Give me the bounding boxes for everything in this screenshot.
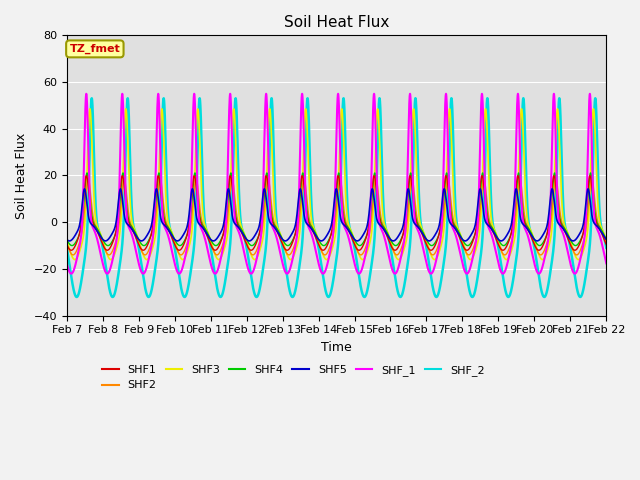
Line: SHF_2: SHF_2 xyxy=(67,98,606,297)
SHF1 xyxy=(602,242,610,248)
SHF4 xyxy=(318,242,326,248)
SHF3 xyxy=(458,234,465,240)
SHF2 xyxy=(318,250,326,255)
SHF5 xyxy=(602,237,610,242)
X-axis label: Time: Time xyxy=(321,341,352,354)
SHF5 xyxy=(246,238,254,244)
SHF_2 xyxy=(602,245,610,251)
SHF3 xyxy=(246,249,254,255)
Y-axis label: Soil Heat Flux: Soil Heat Flux xyxy=(15,132,28,218)
Text: TZ_fmet: TZ_fmet xyxy=(70,44,120,54)
SHF2 xyxy=(473,235,481,240)
SHF4 xyxy=(335,170,342,176)
SHF_2 xyxy=(63,245,70,251)
SHF4 xyxy=(246,242,254,248)
Title: Soil Heat Flux: Soil Heat Flux xyxy=(284,15,389,30)
SHF_1 xyxy=(473,235,481,241)
SHF3 xyxy=(602,238,610,243)
SHF4 xyxy=(602,237,610,242)
SHF_2 xyxy=(472,281,480,287)
SHF1 xyxy=(63,242,70,248)
SHF_1 xyxy=(573,268,581,274)
SHF5 xyxy=(318,238,326,244)
SHF2 xyxy=(573,252,581,258)
SHF5 xyxy=(573,235,581,240)
SHF_1 xyxy=(602,261,610,266)
SHF5 xyxy=(66,238,74,244)
SHF2 xyxy=(69,252,77,258)
SHF3 xyxy=(573,256,581,262)
SHF_2 xyxy=(573,287,581,292)
SHF4 xyxy=(63,237,70,242)
SHF5 xyxy=(512,186,520,192)
SHF3 xyxy=(580,247,588,252)
SHF3 xyxy=(374,106,381,112)
SHF4 xyxy=(573,242,581,248)
Line: SHF1: SHF1 xyxy=(67,176,606,250)
SHF_1 xyxy=(246,270,254,276)
SHF2 xyxy=(602,240,610,246)
SHF_1 xyxy=(63,261,70,266)
SHF_1 xyxy=(319,270,326,276)
SHF_1 xyxy=(458,255,465,261)
SHF1 xyxy=(319,247,326,253)
SHF_2 xyxy=(318,268,326,274)
Line: SHF2: SHF2 xyxy=(67,179,606,255)
SHF1 xyxy=(573,246,581,252)
Legend: SHF1, SHF2, SHF3, SHF4, SHF5, SHF_1, SHF_2: SHF1, SHF2, SHF3, SHF4, SHF5, SHF_1, SHF… xyxy=(98,360,489,395)
SHF_1 xyxy=(580,240,588,246)
SHF2 xyxy=(246,250,254,255)
SHF3 xyxy=(473,244,481,250)
SHF4 xyxy=(458,234,465,240)
SHF_2 xyxy=(484,96,492,101)
SHF5 xyxy=(63,237,70,242)
SHF2 xyxy=(458,237,465,243)
SHF4 xyxy=(392,243,399,249)
Line: SHF4: SHF4 xyxy=(67,173,606,246)
SHF_2 xyxy=(73,294,81,300)
SHF1 xyxy=(227,173,234,179)
SHF5 xyxy=(458,235,465,241)
SHF4 xyxy=(473,227,481,232)
SHF_2 xyxy=(580,285,588,290)
SHF1 xyxy=(246,247,254,253)
SHF1 xyxy=(458,239,465,245)
SHF_1 xyxy=(298,91,306,96)
SHF5 xyxy=(580,219,588,225)
Line: SHF_1: SHF_1 xyxy=(67,94,606,274)
SHF2 xyxy=(580,238,588,243)
SHF1 xyxy=(67,247,75,253)
SHF3 xyxy=(71,257,79,263)
SHF_1 xyxy=(67,271,75,276)
SHF2 xyxy=(372,176,380,181)
SHF3 xyxy=(318,250,326,255)
Line: SHF5: SHF5 xyxy=(67,189,606,241)
SHF4 xyxy=(580,229,588,235)
SHF2 xyxy=(63,240,70,246)
SHF1 xyxy=(473,223,481,229)
Line: SHF3: SHF3 xyxy=(67,109,606,260)
SHF1 xyxy=(580,227,588,233)
SHF_2 xyxy=(458,239,465,244)
SHF5 xyxy=(472,215,480,221)
SHF_2 xyxy=(246,267,254,273)
SHF3 xyxy=(63,238,70,243)
